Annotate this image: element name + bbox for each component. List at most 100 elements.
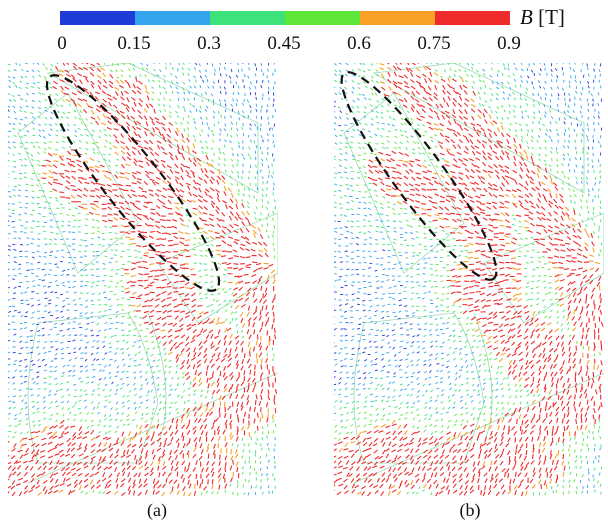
field-vector [412,152,416,155]
field-vector [240,365,244,371]
field-vector [49,225,53,228]
field-vector [73,483,78,488]
field-vector [358,146,362,149]
field-vector [120,478,126,483]
field-vector [137,133,142,139]
field-vector [370,87,374,91]
field-vector [562,145,566,148]
field-vector [155,205,161,209]
field-vector [98,135,101,139]
field-vector [399,129,403,133]
field-vector [174,163,179,169]
field-vector [272,230,275,234]
field-vector [173,280,179,284]
field-vector [120,90,124,97]
field-vector [210,436,215,442]
field-vector [484,84,487,88]
field-vector [186,97,190,101]
field-vector [8,249,11,251]
field-vector [242,418,245,424]
field-vector [508,104,511,108]
field-vector [460,250,464,252]
field-vector [164,437,168,443]
field-vector [133,371,137,374]
field-vector [573,209,576,215]
field-vector [78,377,82,380]
field-vector [266,200,270,204]
field-vector [253,310,258,315]
field-vector [469,216,474,222]
field-vector [255,477,258,481]
field-vector [539,68,542,72]
field-vector [56,266,60,269]
field-vector [49,74,52,78]
field-vector [494,281,500,285]
field-vector [199,133,202,137]
field-vector [68,358,72,362]
field-vector [144,74,147,78]
field-vector [36,375,40,379]
field-vector [385,177,391,180]
field-vector [122,394,125,398]
field-vector [79,388,83,392]
field-vector [84,250,88,252]
field-vector [368,202,372,204]
field-vector [179,122,183,125]
field-vector [104,303,108,306]
field-vector [592,98,594,102]
field-vector [114,115,119,121]
field-vector [180,474,184,479]
field-vector [273,394,276,401]
field-vector [599,212,602,216]
field-vector [149,298,154,302]
field-vector [433,92,438,97]
field-vector [202,199,208,203]
field-vector [236,430,239,436]
field-vector [236,171,240,175]
field-vector [44,489,48,495]
field-vector [381,73,385,79]
field-vector [71,175,77,180]
field-vector [18,63,22,67]
field-vector [204,74,207,78]
field-vector [411,244,415,247]
field-vector [145,406,149,409]
colorbar-segment-3 [210,11,285,25]
field-vector [543,286,547,289]
field-vector [568,182,570,187]
field-vector [18,122,22,125]
field-vector [146,347,150,351]
field-vector [339,176,344,179]
field-vector [142,315,148,320]
field-vector [249,472,252,476]
field-vector [338,92,342,95]
field-vector [567,109,569,113]
field-vector [161,491,166,496]
field-vector [214,346,220,352]
field-vector [417,284,421,287]
field-vector [154,158,159,163]
field-vector [392,220,396,222]
field-vector [53,489,59,494]
field-vector [569,194,572,198]
field-vector [207,479,209,485]
field-vector [19,375,23,378]
field-vector [182,81,186,85]
field-vector [524,109,528,113]
field-vector [208,329,214,334]
field-vector [17,311,21,313]
field-vector [519,97,523,101]
field-vector [24,406,28,410]
field-vector [140,401,144,404]
field-plot-b [334,63,604,496]
field-vector [216,253,222,257]
field-vector [30,360,34,363]
field-vector [172,225,178,229]
field-vector [358,190,362,193]
field-vector [370,109,374,113]
field-vector [114,151,119,156]
field-vector [59,212,63,215]
field-vector [547,256,553,259]
field-vector [49,105,53,109]
field-vector [439,195,445,199]
